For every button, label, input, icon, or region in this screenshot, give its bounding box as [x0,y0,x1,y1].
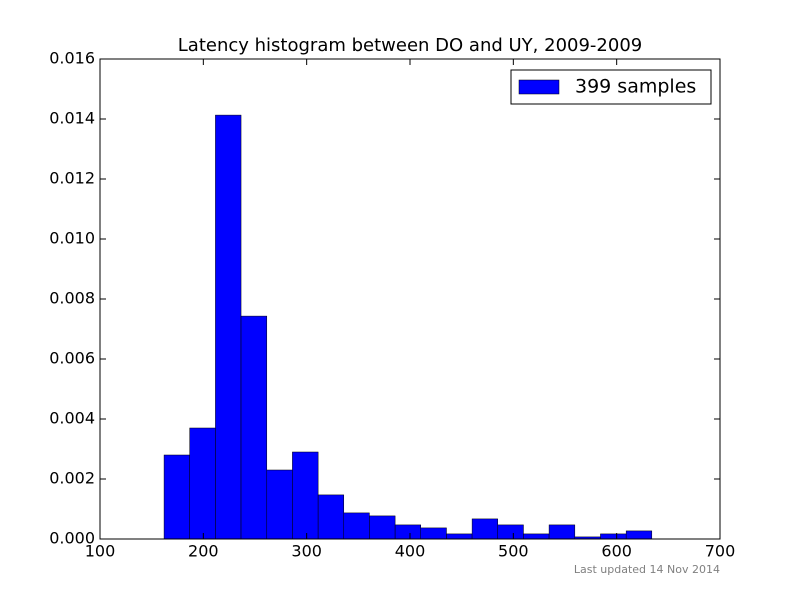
x-tick-label: 100 [85,542,116,561]
legend-swatch [518,79,560,95]
bar [625,530,653,540]
bar [420,527,447,540]
y-tick-label: 0.008 [49,289,95,308]
bar [215,114,242,540]
bar [317,494,345,540]
y-tick-label: 0.002 [49,469,95,488]
y-tick-label: 0.004 [49,409,95,428]
footnote: Last updated 14 Nov 2014 [574,563,720,576]
bar [292,451,319,540]
bar [600,533,627,540]
bar [471,518,498,540]
x-tick-label: 300 [291,542,322,561]
bar [548,524,576,540]
bar [523,533,550,540]
bar [369,515,396,540]
y-tick-label: 0.016 [49,49,95,68]
bar [343,512,370,540]
bar [189,427,216,540]
x-tick-label: 400 [395,542,426,561]
y-tick-label: 0.010 [49,229,95,248]
bar [240,315,268,540]
x-tick-label: 600 [601,542,632,561]
bar [163,454,190,540]
y-tick-label: 0.000 [49,529,95,548]
x-tick-label: 200 [188,542,219,561]
bar [497,524,524,540]
bar [394,524,421,540]
bar [266,469,293,540]
bar [446,533,473,540]
chart-title: Latency histogram between DO and UY, 200… [178,35,642,56]
y-tick-label: 0.012 [49,169,95,188]
legend-label: 399 samples [575,76,696,98]
y-tick-label: 0.014 [49,109,95,128]
x-tick-label: 700 [705,542,736,561]
y-tick-label: 0.006 [49,349,95,368]
x-tick-label: 500 [498,542,529,561]
